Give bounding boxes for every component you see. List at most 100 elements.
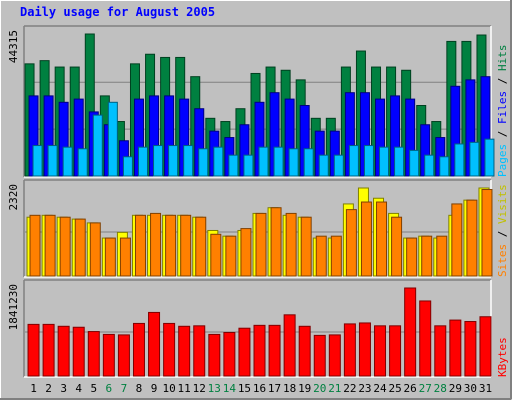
- x-tick-label-day-15: 15: [238, 382, 251, 395]
- bar-sites-day-23: [360, 201, 372, 277]
- bar-pages-day-20: [318, 154, 329, 177]
- bar-kbytes-day-2: [42, 323, 55, 377]
- x-tick-label-day-9: 9: [151, 382, 158, 395]
- legend-hits: Hits: [496, 45, 509, 72]
- bar-sites-day-11: [180, 214, 192, 277]
- bar-pages-day-14: [228, 154, 239, 177]
- x-tick-label-day-20: 20: [313, 382, 326, 395]
- x-tick-label-day-2: 2: [45, 382, 52, 395]
- bar-sites-day-13: [210, 233, 222, 277]
- bar-kbytes-day-31: [479, 316, 492, 377]
- bar-pages-day-1: [32, 145, 43, 177]
- bar-sites-day-27: [421, 235, 433, 277]
- bar-sites-day-10: [165, 214, 177, 277]
- bar-sites-day-1: [29, 214, 41, 277]
- bar-sites-day-3: [59, 216, 71, 277]
- x-tick-label-day-5: 5: [90, 382, 97, 395]
- bar-sites-day-17: [270, 207, 282, 277]
- bar-sites-day-31: [481, 189, 493, 277]
- bar-kbytes-day-3: [57, 325, 70, 377]
- x-tick-label-day-12: 12: [193, 382, 206, 395]
- panel-hits: 44315 Pages / Files / Hits: [7, 25, 509, 178]
- bar-pages-day-17: [273, 146, 284, 177]
- bar-pages-day-13: [213, 146, 224, 177]
- x-tick-label-day-19: 19: [298, 382, 311, 395]
- bar-pages-day-15: [243, 154, 254, 177]
- bar-pages-day-23: [363, 145, 374, 177]
- bar-kbytes-day-27: [419, 300, 432, 377]
- bar-kbytes-day-5: [87, 331, 100, 377]
- bar-pages-day-4: [77, 148, 88, 177]
- bar-pages-day-19: [303, 148, 314, 177]
- x-tick-label-day-31: 31: [479, 382, 492, 395]
- bar-kbytes-day-29: [449, 319, 462, 377]
- bar-sites-day-20: [315, 235, 327, 277]
- x-tick-label-day-13: 13: [208, 382, 221, 395]
- bar-pages-day-24: [379, 146, 390, 177]
- bar-kbytes-day-26: [404, 287, 417, 377]
- bar-pages-day-26: [409, 149, 420, 177]
- panel-kbytes: 1841230 KBytes: [7, 279, 509, 378]
- chart-title: Daily usage for August 2005: [20, 5, 215, 19]
- bar-sites-day-16: [255, 212, 267, 277]
- bar-sites-day-24: [376, 201, 388, 277]
- bar-sites-day-19: [300, 216, 312, 277]
- bar-kbytes-day-1: [27, 323, 40, 377]
- bar-pages-day-16: [258, 146, 269, 177]
- x-tick-label-day-14: 14: [223, 382, 237, 395]
- bar-kbytes-day-6: [102, 333, 115, 377]
- legend-separator: /: [496, 124, 509, 144]
- legend-kbytes: KBytes: [496, 337, 509, 377]
- bar-kbytes-day-24: [374, 325, 387, 377]
- x-tick-label-day-10: 10: [162, 382, 175, 395]
- bar-sites-day-28: [436, 235, 448, 277]
- panel-visits-legend: Sites / Visits: [496, 184, 509, 277]
- x-tick-label-day-8: 8: [136, 382, 143, 395]
- bar-sites-day-4: [74, 218, 86, 277]
- x-tick-label-day-27: 27: [419, 382, 432, 395]
- bar-sites-day-8: [134, 214, 146, 277]
- bar-sites-day-15: [240, 228, 252, 277]
- x-tick-label-day-17: 17: [268, 382, 281, 395]
- x-tick-label-day-7: 7: [121, 382, 128, 395]
- bar-pages-day-9: [153, 145, 164, 177]
- bar-kbytes-day-30: [464, 321, 477, 377]
- panel-hits-max-label: 44315: [7, 30, 20, 63]
- bar-sites-day-18: [285, 212, 297, 277]
- legend-pages: Pages: [496, 144, 509, 177]
- x-tick-label-day-21: 21: [328, 382, 341, 395]
- bar-pages-day-11: [183, 145, 194, 177]
- bar-pages-day-12: [198, 148, 209, 177]
- legend-sites: Sites: [496, 244, 509, 277]
- bar-kbytes-day-4: [72, 326, 85, 377]
- x-tick-label-day-18: 18: [283, 382, 296, 395]
- legend-separator: /: [496, 224, 509, 244]
- bar-pages-day-27: [424, 154, 435, 177]
- bar-sites-day-29: [451, 203, 463, 277]
- bar-kbytes-day-21: [328, 334, 341, 377]
- x-tick-label-day-28: 28: [434, 382, 447, 395]
- bar-sites-day-12: [195, 216, 207, 277]
- bar-sites-day-14: [225, 235, 237, 277]
- bar-kbytes-day-12: [193, 325, 206, 377]
- bar-pages-day-25: [394, 146, 405, 177]
- x-tick-label-day-6: 6: [106, 382, 113, 395]
- bar-pages-day-18: [288, 148, 299, 177]
- bar-kbytes-day-10: [163, 322, 176, 377]
- legend-visits: Visits: [496, 184, 509, 224]
- bar-kbytes-day-23: [358, 322, 371, 377]
- bar-kbytes-day-25: [389, 325, 402, 377]
- bar-sites-day-22: [345, 209, 357, 277]
- bar-kbytes-day-28: [434, 325, 447, 377]
- x-tick-label-day-29: 29: [449, 382, 462, 395]
- panel-kbytes-max-label: 1841230: [7, 284, 20, 330]
- x-tick-label-day-16: 16: [253, 382, 266, 395]
- bar-pages-day-2: [47, 145, 58, 177]
- bar-pages-day-5: [92, 114, 103, 177]
- legend-files: Files: [496, 91, 509, 124]
- bar-pages-day-30: [469, 141, 480, 177]
- bar-kbytes-day-9: [148, 311, 161, 377]
- bar-pages-day-8: [137, 146, 148, 177]
- bar-sites-day-26: [406, 237, 418, 277]
